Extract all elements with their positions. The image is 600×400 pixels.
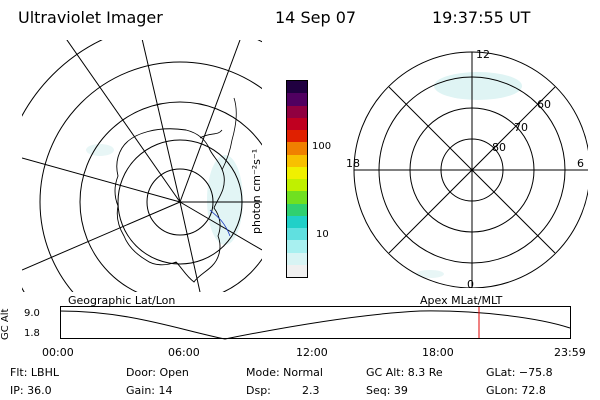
- lon-line: [179, 40, 241, 203]
- colorbar-swatch: [287, 117, 307, 130]
- colorbar-unit-label: photon cm⁻²s⁻¹: [250, 148, 263, 234]
- glat-info: GLat: −75.8: [486, 366, 553, 379]
- lon-line: [179, 201, 262, 251]
- mlt-label-6: 6: [577, 157, 584, 170]
- colorbar-swatch: [287, 215, 307, 228]
- lon-line: [22, 157, 181, 203]
- colorbar-swatch: [287, 191, 307, 204]
- seq-info: Seq: 39: [366, 384, 408, 397]
- altitude-timeline: [60, 306, 571, 340]
- mlat-label-70: 70: [514, 121, 528, 134]
- glon-info: GLon: 72.8: [486, 384, 546, 397]
- lon-line: [141, 40, 181, 203]
- header-date: 14 Sep 07: [275, 8, 357, 27]
- lon-line: [22, 201, 181, 271]
- colorbar: [286, 80, 308, 278]
- lon-line: [179, 201, 201, 292]
- left-map-caption: Geographic Lat/Lon: [68, 294, 176, 307]
- gc-alt-info: GC Alt: 8.3 Re: [366, 366, 443, 379]
- mlt-label-0: 0: [467, 278, 474, 291]
- instrument-title: Ultraviolet Imager: [18, 8, 163, 27]
- dsp-value: 2.3: [302, 384, 320, 397]
- door-info: Door: Open: [126, 366, 189, 379]
- colorbar-swatch: [287, 252, 307, 265]
- timeline-ytick-9: 9.0: [24, 308, 40, 319]
- lat-circle: [39, 61, 262, 292]
- continent-outline: [114, 128, 225, 283]
- mode-info: Mode: Normal: [246, 366, 323, 379]
- colorbar-swatch: [287, 105, 307, 118]
- mlt-label-12: 12: [476, 48, 490, 61]
- lat-circle: [79, 101, 262, 292]
- right-map-caption: Apex MLat/MLT: [420, 294, 503, 307]
- header-time: 19:37:55 UT: [432, 8, 531, 27]
- colorbar-swatch: [287, 142, 307, 155]
- colorbar-swatch: [287, 264, 307, 277]
- aurora-emission: [434, 72, 522, 100]
- timeline-xtick-0000: 00:00: [42, 346, 74, 359]
- timeline-ytick-1-8: 1.8: [24, 328, 40, 339]
- colorbar-swatch: [287, 203, 307, 216]
- gain-info: Gain: 14: [126, 384, 173, 397]
- colorbar-tick-10: 10: [316, 229, 329, 240]
- timeline-xtick-1800: 18:00: [422, 346, 454, 359]
- dsp-label: Dsp:: [246, 384, 271, 397]
- colorbar-tick-100: 100: [312, 141, 332, 152]
- altitude-curve: [60, 310, 571, 340]
- mlat-label-60: 60: [537, 98, 551, 111]
- mlat-label-80: 80: [492, 141, 506, 154]
- lon-line: [66, 40, 181, 203]
- colorbar-swatch: [287, 179, 307, 192]
- geographic-map: [22, 40, 262, 292]
- mlt-label-18: 18: [346, 157, 360, 170]
- colorbar-swatch: [287, 166, 307, 179]
- ip-info: IP: 36.0: [10, 384, 52, 397]
- colorbar-swatch: [287, 240, 307, 253]
- timeline-xtick-1200: 12:00: [296, 346, 328, 359]
- colorbar-swatch: [287, 154, 307, 167]
- colorbar-swatch: [287, 81, 307, 94]
- filter-info: Flt: LBHL: [10, 366, 59, 379]
- colorbar-swatch: [287, 130, 307, 143]
- colorbar-swatch: [287, 228, 307, 241]
- timeline-xtick-2359: 23:59: [554, 346, 586, 359]
- colorbar-swatch: [287, 93, 307, 106]
- mlat-mlt-map: [353, 51, 588, 288]
- timeline-frame: [60, 306, 571, 339]
- timeline-xtick-0600: 06:00: [168, 346, 200, 359]
